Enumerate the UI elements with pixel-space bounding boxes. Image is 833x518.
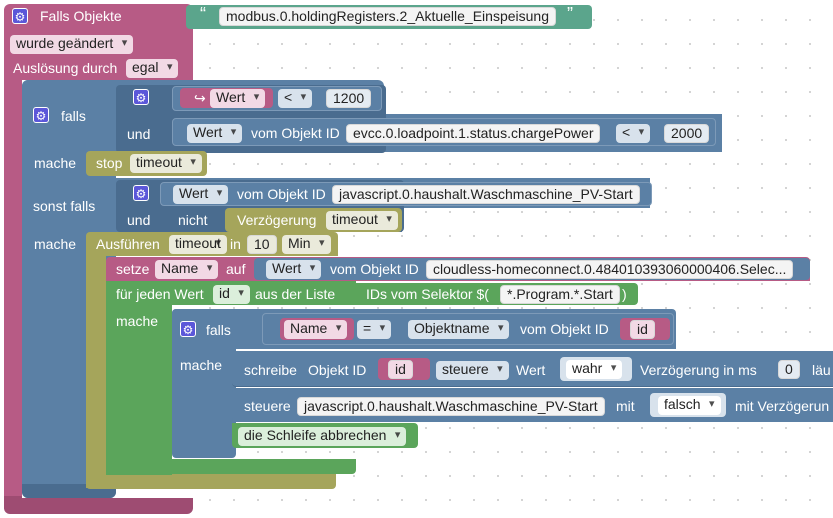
- setze-object-field[interactable]: cloudless-homeconnect.0.4840103930600004…: [426, 260, 794, 279]
- foreach-var-dropdown[interactable]: id: [213, 285, 250, 304]
- stop-label: stop: [96, 155, 123, 171]
- foreach-label: für jeden Wert: [116, 286, 204, 302]
- timeout-bottom: [86, 473, 336, 489]
- cond1-var-dropdown[interactable]: Wert: [210, 89, 266, 108]
- object-string-field[interactable]: modbus.0.holdingRegisters.2_Aktuelle_Ein…: [219, 7, 556, 26]
- timeout-name-dropdown[interactable]: timeout: [169, 235, 227, 254]
- break-loop-dropdown[interactable]: die Schleife abbrechen: [238, 427, 407, 446]
- else-und-label: und: [127, 212, 151, 228]
- timeout-number[interactable]: 10: [247, 235, 277, 254]
- ausloesung-label: Auslösung durch: [13, 60, 118, 76]
- steuere-mit-label: mit: [616, 398, 635, 414]
- selector-close: ): [622, 286, 627, 302]
- in-label: in: [230, 236, 241, 252]
- foreach-mache-label: mache: [116, 313, 159, 329]
- foreach-bottom: [106, 459, 356, 474]
- inner-mache-label: mache: [180, 357, 223, 373]
- cond2-number[interactable]: 2000: [664, 124, 710, 143]
- steuere-tail-label: mit Verzögerun: [735, 398, 830, 414]
- quote-open: “: [200, 4, 206, 24]
- gear-icon[interactable]: ⚙: [133, 185, 149, 201]
- cond2-op-dropdown[interactable]: <: [616, 124, 651, 143]
- if-mache-label: mache: [34, 155, 77, 171]
- else-vom-label: vom Objekt ID: [237, 186, 326, 202]
- trigger-bottom: [4, 496, 193, 514]
- schreibe-block[interactable]: [232, 351, 833, 387]
- inner-falls-label: falls: [206, 322, 231, 338]
- else-wert-dropdown[interactable]: Wert: [173, 185, 229, 204]
- aus-label: aus der Liste: [255, 286, 336, 302]
- cond2-wert-dropdown[interactable]: Wert: [187, 124, 243, 143]
- verzoegerung-dropdown[interactable]: timeout: [326, 211, 398, 230]
- return-icon: ↪: [194, 90, 206, 106]
- setze-var-dropdown[interactable]: Name: [155, 260, 219, 279]
- objektname-dropdown[interactable]: Objektname: [408, 320, 510, 339]
- falsch-dropdown[interactable]: falsch: [658, 396, 721, 415]
- ausfuehren-label: Ausführen: [96, 236, 160, 252]
- schreibe-delay-field[interactable]: 0: [778, 360, 800, 379]
- und-label: und: [127, 126, 151, 142]
- setze-wert-dropdown[interactable]: Wert: [266, 260, 322, 279]
- gear-icon[interactable]: ⚙: [133, 89, 149, 105]
- timeout-unit-dropdown[interactable]: Min: [282, 235, 331, 254]
- schreibe-objid-label: Objekt ID: [308, 362, 367, 378]
- inner-id-field[interactable]: id: [630, 320, 655, 339]
- schreibe-steuere-dropdown[interactable]: steuere: [436, 361, 509, 380]
- if-sonst-falls-label: sonst falls: [33, 198, 96, 214]
- if-mache2-label: mache: [34, 236, 77, 252]
- cond2-vom-label: vom Objekt ID: [251, 125, 340, 141]
- schreibe-id-field[interactable]: id: [388, 360, 413, 379]
- schreibe-wert-label: Wert: [516, 362, 546, 378]
- inner-op-dropdown[interactable]: =: [357, 320, 392, 339]
- gear-icon[interactable]: ⚙: [180, 321, 196, 337]
- ids-selector-label: IDs vom Selektor $(: [366, 286, 489, 302]
- verzoegerung-label: Verzögerung: [237, 212, 317, 228]
- auf-label: auf: [226, 261, 246, 277]
- selector-field[interactable]: *.Program.*.Start: [500, 285, 620, 304]
- cond1-number[interactable]: 1200: [326, 89, 372, 108]
- stop-timeout-dropdown[interactable]: timeout: [130, 154, 202, 173]
- timeout-side: [86, 256, 106, 488]
- setze-vom-label: vom Objekt ID: [330, 261, 419, 277]
- gear-icon[interactable]: ⚙: [33, 107, 49, 123]
- cond2-object-field[interactable]: evcc.0.loadpoint.1.status.chargePower: [346, 124, 601, 143]
- steuere-object-field[interactable]: javascript.0.haushalt.Waschmaschine_PV-S…: [297, 397, 605, 416]
- gear-icon[interactable]: ⚙: [12, 8, 28, 24]
- if-falls-label: falls: [61, 108, 86, 124]
- nicht-label: nicht: [178, 212, 208, 228]
- schreibe-verz-label: Verzögerung in ms: [640, 362, 757, 378]
- else-object-field[interactable]: javascript.0.haushalt.Waschmaschine_PV-S…: [332, 185, 640, 204]
- cond1-op-dropdown[interactable]: <: [278, 89, 313, 108]
- trigger-title: Falls Objekte: [40, 8, 122, 24]
- schreibe-label: schreibe: [244, 362, 297, 378]
- inner-var-dropdown[interactable]: Name: [284, 320, 348, 339]
- schreibe-tail-label: läu: [812, 362, 831, 378]
- steuere-label: steuere: [244, 398, 291, 414]
- changed-dropdown[interactable]: wurde geändert: [10, 35, 134, 54]
- inner-vom-label: vom Objekt ID: [520, 321, 609, 337]
- setze-label: setze: [116, 261, 150, 277]
- quote-close: ”: [567, 4, 573, 24]
- foreach-side: [106, 305, 172, 475]
- wahr-dropdown[interactable]: wahr: [566, 360, 623, 379]
- ausloesung-dropdown[interactable]: egal: [126, 59, 179, 78]
